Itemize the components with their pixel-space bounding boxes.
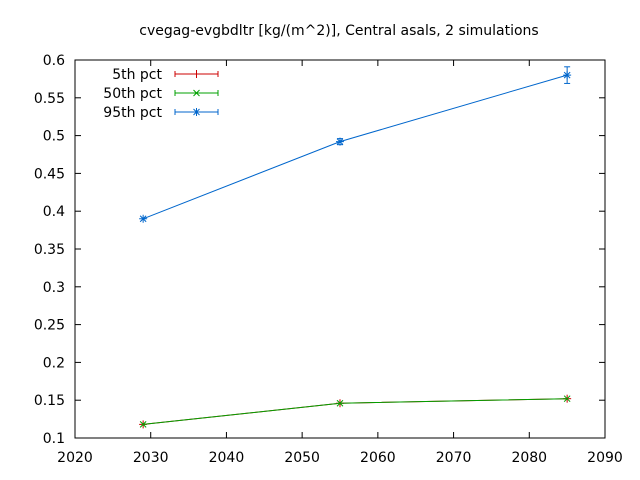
x-tick-label: 2040	[209, 450, 245, 466]
series-3	[139, 66, 572, 223]
y-tick-label: 0.55	[34, 91, 65, 107]
data-point	[563, 395, 571, 403]
y-tick-label: 0.35	[34, 242, 65, 258]
legend-label: 5th pct	[112, 67, 162, 83]
data-point	[336, 399, 344, 407]
x-tick-label: 2030	[133, 450, 169, 466]
marker-stroke	[563, 71, 571, 79]
x-axis: 2020 2030 2040 2050 2060 2070 2080 2090	[57, 60, 623, 466]
series-layer	[139, 66, 572, 429]
data-point	[139, 421, 147, 428]
y-tick-label: 0.4	[43, 204, 65, 220]
legend-entry: 50th pct	[103, 86, 219, 102]
legend-entry: 5th pct	[112, 67, 219, 83]
y-axis: 0.1 0.15 0.2 0.25 0.3 0.35 0.4 0.45 0.5 0.55 0.6	[34, 53, 605, 447]
x-tick-label: 2050	[284, 450, 320, 466]
marker-stroke	[139, 421, 147, 428]
x-tick-label: 2020	[57, 450, 93, 466]
y-tick-label: 0.3	[43, 280, 65, 296]
data-point	[563, 71, 572, 80]
y-tick-label: 0.5	[43, 129, 65, 145]
marker-stroke	[563, 395, 571, 403]
marker-stroke	[139, 215, 147, 223]
x-tick-label: 2080	[511, 450, 547, 466]
data-point	[139, 214, 148, 223]
marker-stroke	[193, 89, 200, 97]
marker-stroke	[193, 108, 200, 116]
data-point	[336, 137, 344, 146]
y-tick-label: 0.25	[34, 318, 65, 334]
y-tick-label: 0.2	[43, 355, 65, 371]
x-tick-label: 2090	[587, 450, 623, 466]
series-2	[139, 395, 571, 428]
legend-label: 95th pct	[103, 105, 162, 121]
y-tick-label: 0.45	[34, 166, 65, 182]
series-line	[142, 74, 568, 220]
chart-title: cvegag-evgbdltr [kg/(m^2)], Central asal…	[139, 23, 538, 39]
legend-entry: 95th pct	[103, 105, 219, 121]
x-tick-label: 2060	[360, 450, 396, 466]
legend: 5th pct 50th pct 95th pct	[103, 67, 219, 121]
y-tick-label: 0.1	[43, 431, 65, 447]
marker-stroke	[336, 399, 344, 407]
x-tick-label: 2070	[436, 450, 472, 466]
series-line	[143, 398, 568, 425]
y-tick-label: 0.15	[34, 393, 65, 409]
y-tick-label: 0.6	[43, 53, 65, 69]
legend-label: 50th pct	[103, 86, 162, 102]
marker-stroke	[336, 138, 344, 146]
